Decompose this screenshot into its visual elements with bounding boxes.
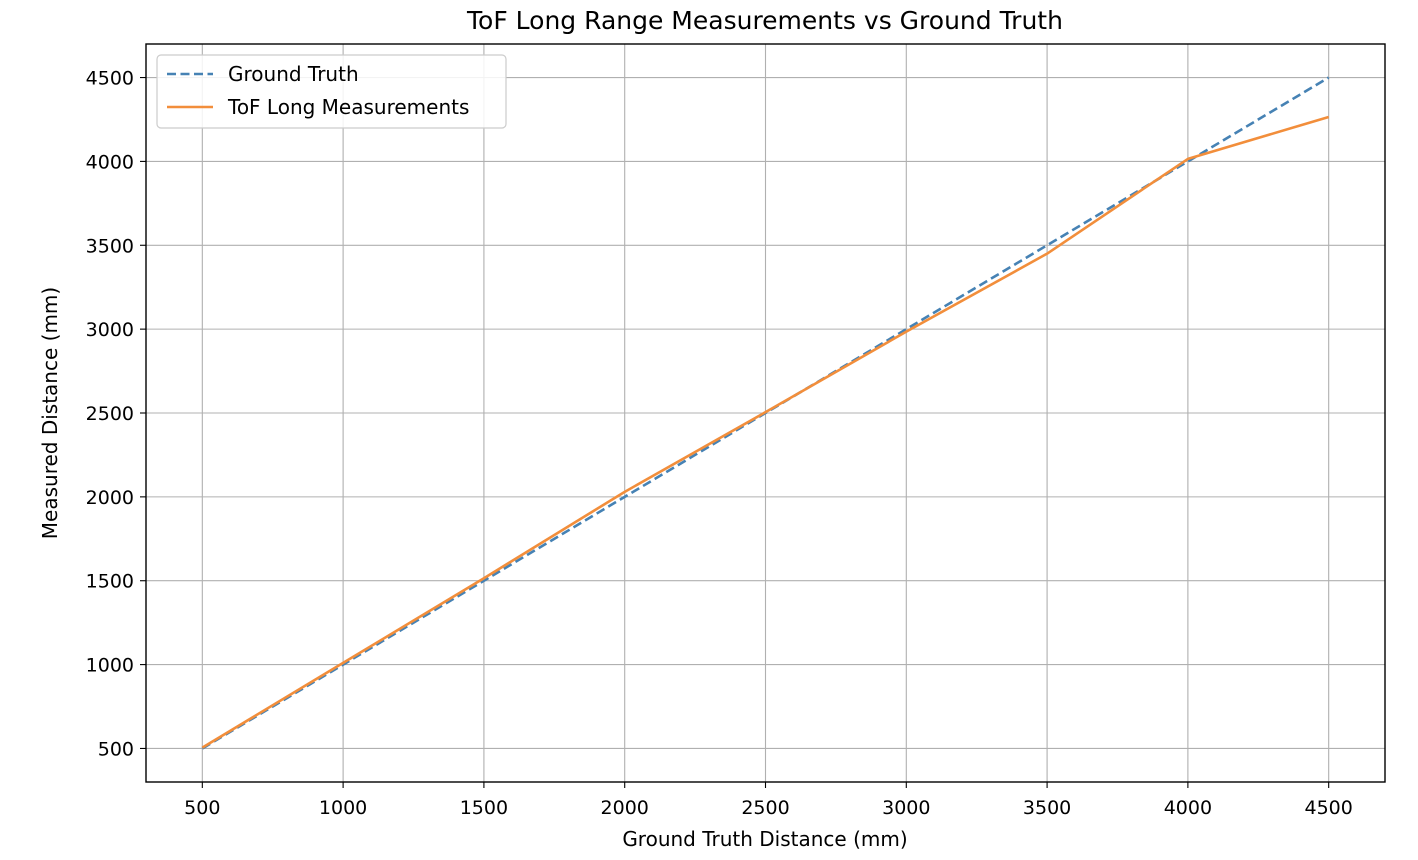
y-tick-label: 3000: [86, 319, 134, 341]
y-tick-label: 2500: [86, 403, 134, 425]
x-tick-label: 2500: [741, 797, 789, 819]
y-tick-label: 1500: [86, 571, 134, 593]
legend-label-ground-truth: Ground Truth: [228, 62, 359, 86]
legend: Ground Truth ToF Long Measurements: [156, 54, 507, 129]
y-tick-label: 500: [98, 738, 134, 760]
y-tick-label: 3500: [86, 235, 134, 257]
x-tick-label: 4000: [1164, 797, 1212, 819]
x-tick-label: 2000: [601, 797, 649, 819]
y-tick-label: 2000: [86, 487, 134, 509]
x-tick-label: 500: [184, 797, 220, 819]
y-axis-ticks: 500 1000 1500 2000 2500 3000 3500 4000 4500: [86, 68, 146, 760]
y-tick-label: 1000: [86, 655, 134, 677]
x-tick-label: 1500: [460, 797, 508, 819]
y-axis-title: Measured Distance (mm): [38, 287, 62, 539]
x-tick-label: 3500: [1023, 797, 1071, 819]
x-axis-title: Ground Truth Distance (mm): [622, 827, 907, 851]
x-tick-label: 4500: [1305, 797, 1353, 819]
y-tick-label: 4000: [86, 151, 134, 173]
x-tick-label: 3000: [882, 797, 930, 819]
y-tick-label: 4500: [86, 68, 134, 90]
x-tick-label: 1000: [319, 797, 367, 819]
series-lines: [201, 76, 1330, 750]
x-axis-ticks: 500 1000 1500 2000 2500 3000 3500 4000 4500: [184, 782, 1353, 819]
legend-label-tof-long-measurements: ToF Long Measurements: [227, 95, 469, 119]
legend-box: [156, 54, 507, 129]
chart-title: ToF Long Range Measurements vs Ground Tr…: [466, 6, 1063, 35]
series-line-tof-long-measurements: [201, 115, 1330, 749]
